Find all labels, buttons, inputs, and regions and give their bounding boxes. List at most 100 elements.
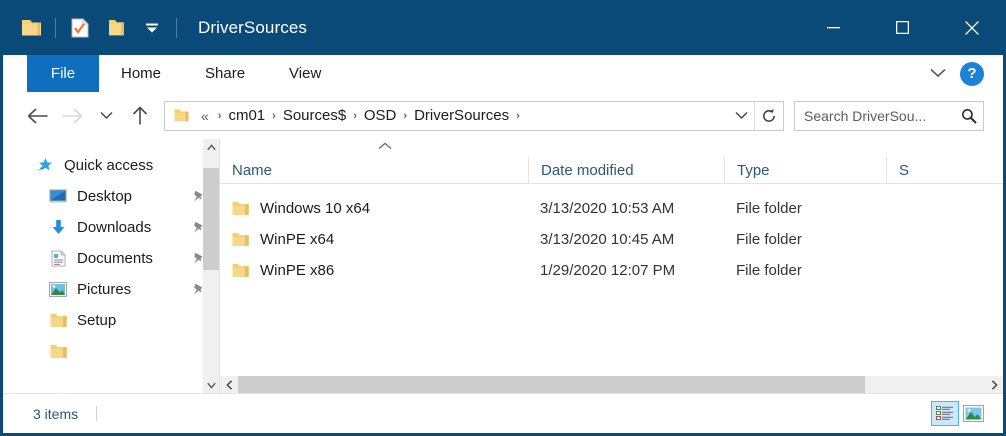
breadcrumb-driversources[interactable]: DriverSources (414, 107, 510, 124)
breadcrumb-osd[interactable]: OSD (363, 107, 397, 124)
file-name-cell[interactable]: WinPE x86 (220, 262, 528, 279)
scroll-down-arrow-icon[interactable] (203, 377, 219, 394)
file-date-cell: 1/29/2020 12:07 PM (540, 262, 676, 279)
sidebar-item-setup[interactable]: Setup (3, 305, 219, 336)
breadcrumb-overflow[interactable]: « (201, 107, 209, 124)
folder-icon (232, 201, 249, 216)
refresh-icon[interactable] (754, 101, 783, 130)
file-name-label: Windows 10 x64 (260, 200, 371, 217)
sidebar-item-label: Desktop (77, 188, 133, 205)
pictures-icon (48, 281, 68, 299)
scroll-left-arrow-icon[interactable] (220, 376, 238, 394)
sidebar-item-quick-access[interactable]: Quick access (3, 150, 219, 181)
column-header-name[interactable]: Name (232, 161, 273, 179)
sidebar-item-label: Downloads (77, 219, 152, 236)
sidebar-item-documents[interactable]: Documents (3, 243, 219, 274)
pin-icon[interactable] (192, 221, 211, 235)
breadcrumb-cm01[interactable]: cm01 (228, 107, 266, 124)
file-list-pane: Name Date modified Type S (219, 139, 1003, 394)
file-name-cell[interactable]: WinPE x64 (220, 231, 528, 248)
back-button[interactable] (22, 100, 54, 132)
breadcrumb-sources[interactable]: Sources$ (282, 107, 347, 124)
scroll-up-arrow-icon[interactable] (203, 139, 219, 156)
folder-icon (232, 263, 249, 278)
file-name-label: WinPE x64 (260, 231, 335, 248)
minimize-ribbon-chevron-down-icon[interactable] (930, 65, 946, 83)
file-list-horizontal-scrollbar[interactable] (220, 376, 1003, 394)
file-date-cell: 3/13/2020 10:53 AM (540, 200, 675, 217)
ribbon-tabs: File Home Share View ? (3, 55, 1003, 93)
sidebar-item-pictures[interactable]: Pictures (3, 274, 219, 305)
pin-icon[interactable] (192, 283, 211, 297)
file-name-label: WinPE x86 (260, 262, 335, 279)
folder-icon[interactable] (16, 13, 46, 43)
view-mode-buttons (931, 401, 1003, 426)
column-header-date-modified[interactable]: Date modified (528, 157, 724, 183)
navigation-list: Quick access Desktop (3, 139, 219, 367)
close-button[interactable] (937, 0, 1003, 55)
breadcrumb-separator-2[interactable]: › (353, 109, 357, 122)
column-header-type[interactable]: Type (724, 157, 886, 183)
sidebar-item-downloads[interactable]: Downloads (3, 212, 219, 243)
sort-ascending-caret-icon (378, 141, 392, 153)
file-type-cell: File folder (736, 262, 802, 279)
file-rows: Windows 10 x64 3/13/2020 10:53 AM File f… (220, 184, 1003, 286)
window-controls (799, 0, 1003, 55)
folder-icon (48, 312, 68, 330)
search-icon[interactable] (955, 102, 983, 130)
breadcrumb-separator-4[interactable]: › (516, 109, 520, 122)
scrollbar-thumb-vertical[interactable] (203, 168, 219, 270)
help-button[interactable]: ? (960, 61, 984, 86)
star-pin-icon (35, 157, 55, 175)
folder-icon (232, 232, 249, 247)
scroll-right-arrow-icon[interactable] (985, 376, 1003, 394)
sidebar-item-label: Quick access (64, 157, 154, 174)
downloads-icon (48, 219, 68, 237)
address-bar[interactable]: « › cm01 › Sources$ › OSD › DriverSource… (164, 100, 784, 131)
address-dropdown-chevron-down-icon[interactable] (728, 102, 754, 130)
recent-locations-chevron-down-icon[interactable] (90, 100, 122, 132)
breadcrumb-separator-1[interactable]: › (272, 109, 276, 122)
large-icons-view-button[interactable] (959, 401, 987, 426)
file-name-cell[interactable]: Windows 10 x64 (220, 200, 528, 217)
pin-icon[interactable] (192, 252, 211, 266)
scrollbar-track-horizontal[interactable] (238, 376, 985, 394)
breadcrumb-separator-0[interactable]: › (217, 109, 222, 122)
properties-icon[interactable] (65, 13, 95, 43)
forward-button[interactable] (56, 100, 88, 132)
column-header-size[interactable]: S (886, 157, 966, 183)
tab-home[interactable]: Home (121, 65, 162, 82)
up-button[interactable] (124, 100, 156, 132)
maximize-button[interactable] (868, 0, 937, 55)
minimize-button[interactable] (799, 0, 868, 55)
tab-file[interactable]: File (27, 55, 99, 92)
title-separator (176, 17, 177, 38)
item-count-label: 3 items (33, 405, 79, 422)
scrollbar-thumb-horizontal[interactable] (238, 376, 866, 394)
status-bar: 3 items (3, 393, 1003, 433)
address-bar-row: « › cm01 › Sources$ › OSD › DriverSource… (3, 92, 1003, 139)
window-title: DriverSources (198, 17, 307, 37)
sidebar-item-label: Pictures (77, 281, 132, 298)
navigation-pane: Quick access Desktop (3, 139, 219, 394)
navigation-buttons (3, 100, 156, 132)
table-row[interactable]: WinPE x64 3/13/2020 10:45 AM File folder (220, 224, 1003, 255)
table-row[interactable]: Windows 10 x64 3/13/2020 10:53 AM File f… (220, 193, 1003, 224)
sidebar-item-desktop[interactable]: Desktop (3, 181, 219, 212)
breadcrumb-separator-3[interactable]: › (403, 109, 408, 122)
pin-icon[interactable] (192, 190, 211, 204)
address-folder-icon (165, 108, 196, 123)
tab-share[interactable]: Share (205, 65, 246, 82)
file-type-cell: File folder (736, 200, 802, 217)
chevron-down-icon[interactable] (137, 13, 167, 43)
search-box[interactable] (794, 100, 984, 131)
search-input[interactable] (795, 106, 955, 125)
new-folder-icon[interactable] (101, 13, 131, 43)
table-row[interactable]: WinPE x86 1/29/2020 12:07 PM File folder (220, 255, 1003, 286)
navigation-pane-scrollbar[interactable] (202, 139, 219, 394)
toolbar-separator (55, 17, 56, 38)
sidebar-item-partial[interactable] (3, 336, 219, 367)
details-view-button[interactable] (931, 401, 959, 426)
tab-view[interactable]: View (289, 65, 322, 82)
